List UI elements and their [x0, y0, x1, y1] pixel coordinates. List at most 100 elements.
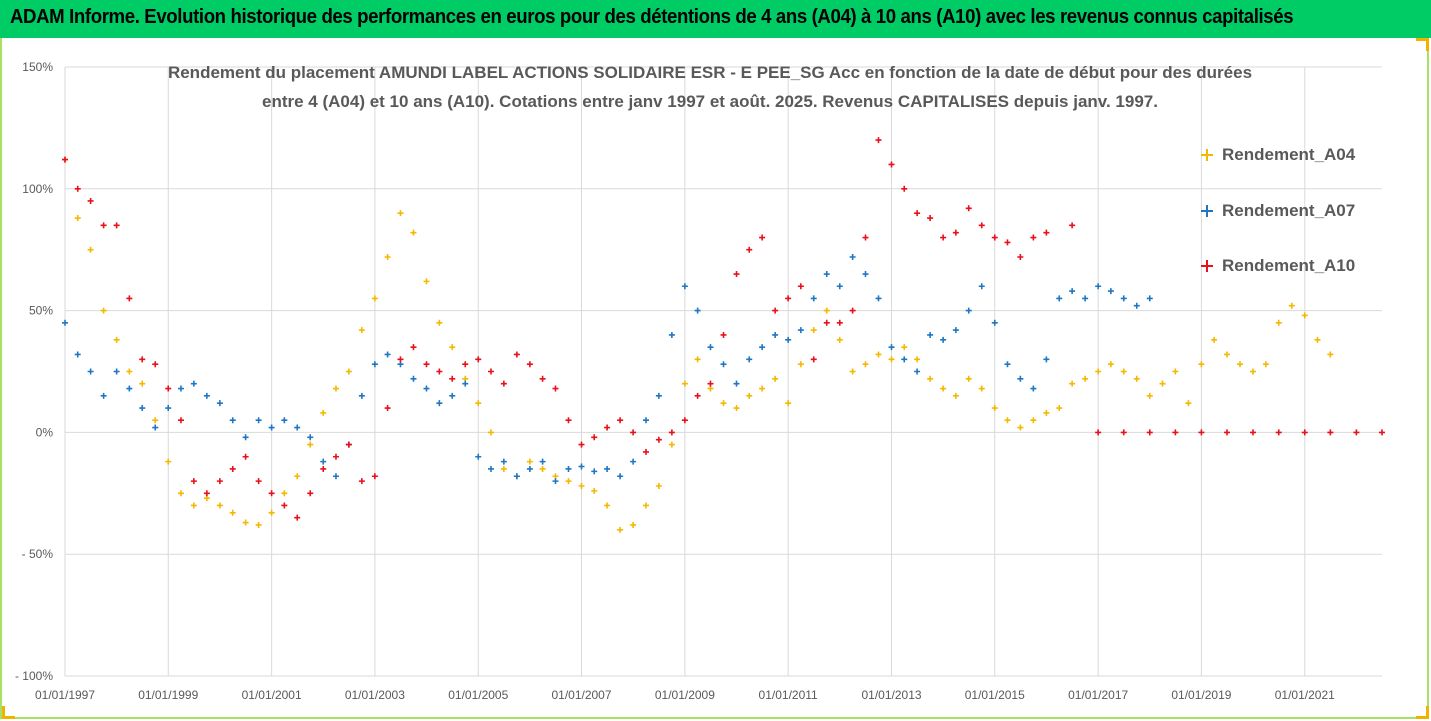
data-point — [720, 400, 727, 407]
data-point — [952, 229, 959, 236]
corner-marker — [2, 706, 15, 719]
data-point — [1095, 429, 1102, 436]
data-point — [1095, 283, 1102, 290]
data-point — [1133, 302, 1140, 309]
data-point — [797, 361, 804, 368]
data-point — [100, 307, 107, 314]
data-point — [539, 375, 546, 382]
data-point — [113, 222, 120, 229]
data-point — [849, 368, 856, 375]
data-point — [1379, 429, 1385, 436]
data-point — [591, 434, 598, 441]
data-point — [1237, 361, 1243, 368]
data-point — [797, 283, 804, 290]
data-point — [255, 417, 262, 424]
data-point — [268, 509, 275, 516]
data-point — [513, 473, 520, 480]
data-point — [229, 509, 236, 516]
data-point — [332, 385, 339, 392]
data-point — [797, 327, 804, 334]
data-point — [113, 336, 120, 343]
data-point — [165, 385, 172, 392]
chart-title-line2: entre 4 (A04) et 10 ans (A10). Cotations… — [262, 92, 1158, 111]
data-point — [320, 409, 327, 416]
data-point — [203, 392, 210, 399]
data-point — [927, 215, 934, 222]
x-tick-labels: 01/01/1997 01/01/1999 01/01/2001 01/01/2003… — [35, 688, 1335, 702]
data-point — [707, 344, 714, 351]
data-point — [1327, 351, 1334, 358]
data-point — [785, 295, 792, 302]
data-point — [1030, 385, 1037, 392]
legend-label: Rendement_A07 — [1222, 201, 1356, 220]
data-point — [1146, 429, 1153, 436]
data-point — [190, 502, 197, 509]
data-point — [345, 368, 352, 375]
data-point — [888, 161, 895, 168]
legend-entry-a10: Rendement_A10 — [1200, 256, 1355, 276]
data-point — [927, 331, 934, 338]
data-point — [823, 271, 830, 278]
y-tick-labels: 150% 100% 50% 0% - 50% - 100% — [15, 60, 53, 683]
data-point — [1288, 302, 1295, 309]
data-point — [462, 380, 469, 387]
data-point — [177, 385, 184, 392]
data-point — [281, 490, 288, 497]
data-point — [810, 327, 817, 334]
data-point — [655, 392, 662, 399]
data-point — [772, 375, 779, 382]
data-point — [642, 448, 649, 455]
data-point — [1314, 336, 1321, 343]
data-point — [255, 521, 262, 528]
data-point — [940, 234, 947, 241]
data-point — [978, 385, 985, 392]
data-point — [1043, 356, 1050, 363]
data-point — [1056, 405, 1063, 412]
x-tick-label: 01/01/2017 — [1068, 688, 1128, 702]
data-point — [1004, 417, 1011, 424]
data-point — [1043, 409, 1050, 416]
data-point — [849, 307, 856, 314]
data-point — [642, 417, 649, 424]
data-point — [823, 319, 830, 326]
data-point — [436, 319, 443, 326]
legend-label: Rendement_A04 — [1222, 145, 1356, 164]
data-point — [991, 319, 998, 326]
data-point — [668, 429, 675, 436]
data-point — [914, 356, 921, 363]
data-point — [423, 385, 430, 392]
corner-marker — [1416, 706, 1429, 719]
data-point — [578, 482, 585, 489]
x-tick-label: 01/01/2015 — [965, 688, 1025, 702]
y-tick-label: 50% — [29, 304, 53, 318]
data-point — [384, 351, 391, 358]
data-point — [87, 246, 94, 253]
data-point — [552, 385, 559, 392]
data-point — [539, 458, 546, 465]
data-point — [604, 502, 611, 509]
data-point — [1120, 429, 1127, 436]
data-point — [810, 295, 817, 302]
data-point — [1004, 361, 1011, 368]
data-point — [190, 380, 197, 387]
data-point — [965, 205, 972, 212]
data-point — [87, 368, 94, 375]
y-tick-label: 150% — [22, 60, 53, 74]
data-point — [307, 434, 314, 441]
plus-marker-icon — [1200, 259, 1214, 273]
data-point — [500, 458, 507, 465]
data-point — [681, 417, 688, 424]
data-point — [836, 336, 843, 343]
data-point — [62, 156, 68, 163]
x-tick-label: 01/01/2001 — [242, 688, 302, 702]
data-point — [952, 392, 959, 399]
data-point — [1056, 295, 1063, 302]
data-point — [242, 519, 249, 526]
data-point — [1250, 368, 1257, 375]
x-tick-label: 01/01/2021 — [1275, 688, 1335, 702]
data-point — [1082, 375, 1089, 382]
data-point — [436, 400, 443, 407]
data-point — [785, 400, 792, 407]
data-point — [604, 424, 611, 431]
data-point — [617, 473, 624, 480]
